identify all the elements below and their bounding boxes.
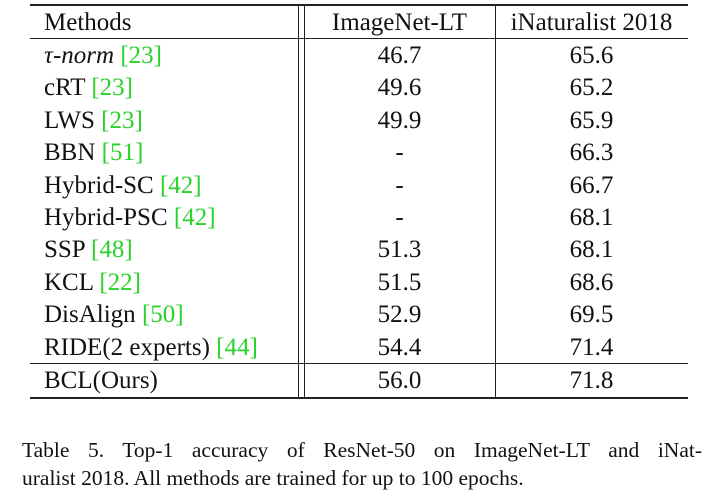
inaturalist-value: 71.4 bbox=[494, 330, 688, 364]
imagenet-value: 52.9 bbox=[377, 301, 422, 329]
double-rule bbox=[297, 4, 305, 40]
imagenet-value: 54.4 bbox=[377, 333, 422, 361]
citation-link[interactable]: [23] bbox=[91, 74, 133, 102]
inaturalist-value: 68.1 bbox=[494, 233, 688, 267]
imagenet-value: 49.9 bbox=[377, 106, 422, 134]
citation-link[interactable]: [22] bbox=[99, 268, 141, 296]
method-cell: BBN [51] bbox=[30, 137, 298, 169]
inaturalist-value: 68.1 bbox=[494, 201, 688, 234]
table-row: LWS [23] 49.9 65.9 bbox=[30, 104, 688, 137]
citation-link[interactable]: [42] bbox=[173, 204, 216, 232]
inaturalist-value: 66.7 bbox=[494, 168, 688, 202]
table-row: KCL [22] 51.5 68.6 bbox=[30, 266, 688, 299]
method-name: SSP bbox=[44, 236, 92, 264]
table-row: SSP [48] 51.3 68.1 bbox=[30, 233, 688, 267]
double-rule bbox=[297, 71, 305, 105]
header-inaturalist: iNaturalist 2018 bbox=[494, 4, 688, 40]
inaturalist-value-best: 71.8 bbox=[494, 363, 688, 399]
citation-link[interactable]: [44] bbox=[216, 333, 258, 361]
method-cell: BCL(Ours) bbox=[30, 363, 298, 399]
imagenet-value: - bbox=[395, 204, 404, 232]
method-cell: RIDE(2 experts) [44] bbox=[30, 331, 298, 364]
caption-line-2: uralist 2018. All methods are trained fo… bbox=[22, 466, 524, 490]
citation-link[interactable]: [23] bbox=[101, 106, 143, 134]
header-row: Methods ImageNet-LT iNaturalist 2018 bbox=[30, 4, 688, 40]
method-cell: Hybrid-SC [42] bbox=[30, 169, 298, 201]
double-rule bbox=[297, 266, 305, 299]
table-row: Hybrid-SC [42] - 66.7 bbox=[30, 168, 688, 202]
double-rule bbox=[297, 363, 305, 399]
inaturalist-value: 65.9 bbox=[494, 104, 688, 137]
citation-link[interactable]: [51] bbox=[101, 139, 144, 167]
header-imagenet: ImageNet-LT bbox=[304, 4, 495, 40]
header-methods: Methods bbox=[30, 4, 298, 40]
inaturalist-value: 65.2 bbox=[494, 71, 688, 105]
caption-line-1: Table 5. Top-1 accuracy of ResNet-50 on … bbox=[22, 438, 702, 462]
method-name: RIDE(2 experts) bbox=[44, 333, 217, 361]
citation-link[interactable]: [50] bbox=[141, 301, 184, 329]
table-row: BBN [51] - 66.3 bbox=[30, 136, 688, 169]
imagenet-value: - bbox=[395, 139, 404, 167]
method-cell: LWS [23] bbox=[30, 104, 298, 136]
double-rule bbox=[297, 136, 305, 169]
method-name: τ-norm bbox=[44, 42, 121, 70]
method-cell: DisAlign [50] bbox=[30, 299, 298, 331]
table-row: DisAlign [50] 52.9 69.5 bbox=[30, 298, 688, 331]
double-rule bbox=[297, 168, 305, 202]
method-cell: τ-norm [23] bbox=[30, 39, 298, 72]
inaturalist-value: 68.6 bbox=[494, 266, 688, 299]
method-cell: KCL [22] bbox=[30, 266, 298, 298]
method-name: KCL bbox=[44, 268, 100, 296]
double-rule bbox=[297, 104, 305, 137]
method-cell: cRT [23] bbox=[30, 72, 298, 104]
imagenet-value: - bbox=[395, 171, 404, 199]
table-row: Hybrid-PSC [42] - 68.1 bbox=[30, 201, 688, 234]
double-rule bbox=[297, 201, 305, 234]
citation-link[interactable]: [48] bbox=[91, 236, 133, 264]
inaturalist-value: 69.5 bbox=[494, 298, 688, 331]
method-cell: SSP [48] bbox=[30, 234, 298, 266]
method-name: LWS bbox=[44, 106, 102, 134]
table-row-ours: BCL(Ours) 56.0 71.8 bbox=[30, 363, 688, 399]
imagenet-value: 46.7 bbox=[377, 42, 422, 70]
double-rule bbox=[297, 298, 305, 331]
method-name: DisAlign bbox=[44, 301, 142, 329]
citation-link[interactable]: [42] bbox=[159, 171, 202, 199]
imagenet-value-best: 56.0 bbox=[304, 363, 495, 399]
inaturalist-value: 66.3 bbox=[494, 136, 688, 169]
imagenet-value: 51.3 bbox=[377, 236, 422, 264]
imagenet-value: 49.6 bbox=[377, 74, 422, 102]
double-rule bbox=[297, 38, 305, 72]
citation-link[interactable]: [23] bbox=[120, 42, 162, 70]
method-name: BCL(Ours) bbox=[44, 366, 158, 394]
method-name: cRT bbox=[44, 74, 92, 102]
double-rule bbox=[297, 233, 305, 267]
results-table: Methods ImageNet-LT iNaturalist 2018 τ-n… bbox=[30, 4, 688, 399]
table-row: cRT [23] 49.6 65.2 bbox=[30, 71, 688, 105]
table-row: τ-norm [23] 46.7 65.6 bbox=[30, 38, 688, 72]
method-name: Hybrid-PSC bbox=[44, 204, 174, 232]
method-cell: Hybrid-PSC [42] bbox=[30, 201, 298, 233]
double-rule bbox=[297, 330, 305, 364]
inaturalist-value: 65.6 bbox=[494, 38, 688, 72]
method-name: BBN bbox=[44, 139, 102, 167]
table-row: RIDE(2 experts) [44] 54.4 71.4 bbox=[30, 330, 688, 364]
method-name: Hybrid-SC bbox=[44, 171, 160, 199]
table-caption: Table 5. Top-1 accuracy of ResNet-50 on … bbox=[22, 436, 702, 492]
imagenet-value: 51.5 bbox=[377, 268, 422, 296]
